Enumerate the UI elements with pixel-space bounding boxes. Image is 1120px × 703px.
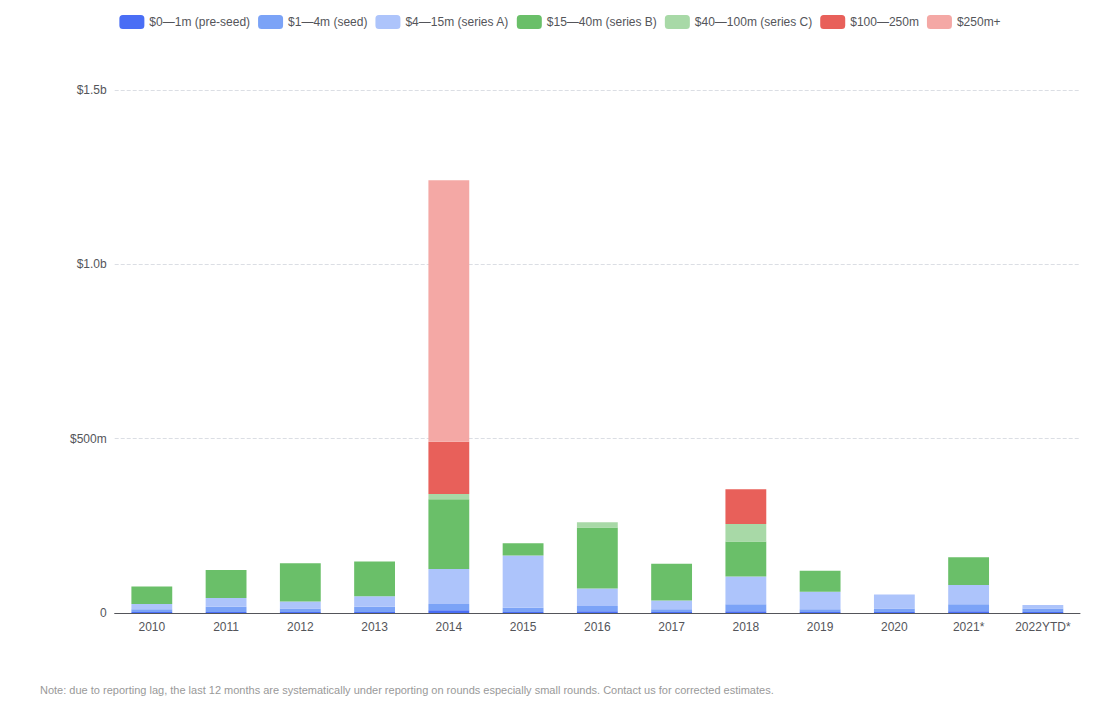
- svg-text:$1.0b: $1.0b: [77, 257, 107, 271]
- svg-text:$1—4m (seed): $1—4m (seed): [288, 15, 367, 29]
- svg-text:$500m: $500m: [70, 432, 107, 446]
- svg-text:$1.5b: $1.5b: [77, 83, 107, 97]
- svg-text:2015: 2015: [510, 620, 537, 634]
- svg-text:$100—250m: $100—250m: [850, 15, 919, 29]
- svg-text:2021*: 2021*: [953, 620, 985, 634]
- svg-text:0: 0: [100, 606, 107, 620]
- svg-text:$250m+: $250m+: [957, 15, 1001, 29]
- svg-text:2018: 2018: [733, 620, 760, 634]
- svg-text:2017: 2017: [658, 620, 685, 634]
- svg-text:2013: 2013: [361, 620, 388, 634]
- svg-text:2011: 2011: [213, 620, 239, 634]
- svg-text:$40—100m (series C): $40—100m (series C): [695, 15, 812, 29]
- svg-text:2012: 2012: [287, 620, 314, 634]
- svg-text:Note: due to reporting lag, th: Note: due to reporting lag, the last 12 …: [40, 684, 774, 696]
- svg-text:2020: 2020: [881, 620, 908, 634]
- svg-text:2010: 2010: [138, 620, 165, 634]
- svg-text:2022YTD*: 2022YTD*: [1015, 620, 1071, 634]
- svg-text:2019: 2019: [807, 620, 834, 634]
- svg-text:$0—1m (pre-seed): $0—1m (pre-seed): [149, 15, 250, 29]
- svg-text:$15—40m (series B): $15—40m (series B): [547, 15, 657, 29]
- svg-text:2014: 2014: [435, 620, 462, 634]
- svg-text:$4—15m (series A): $4—15m (series A): [405, 15, 508, 29]
- svg-text:2016: 2016: [584, 620, 611, 634]
